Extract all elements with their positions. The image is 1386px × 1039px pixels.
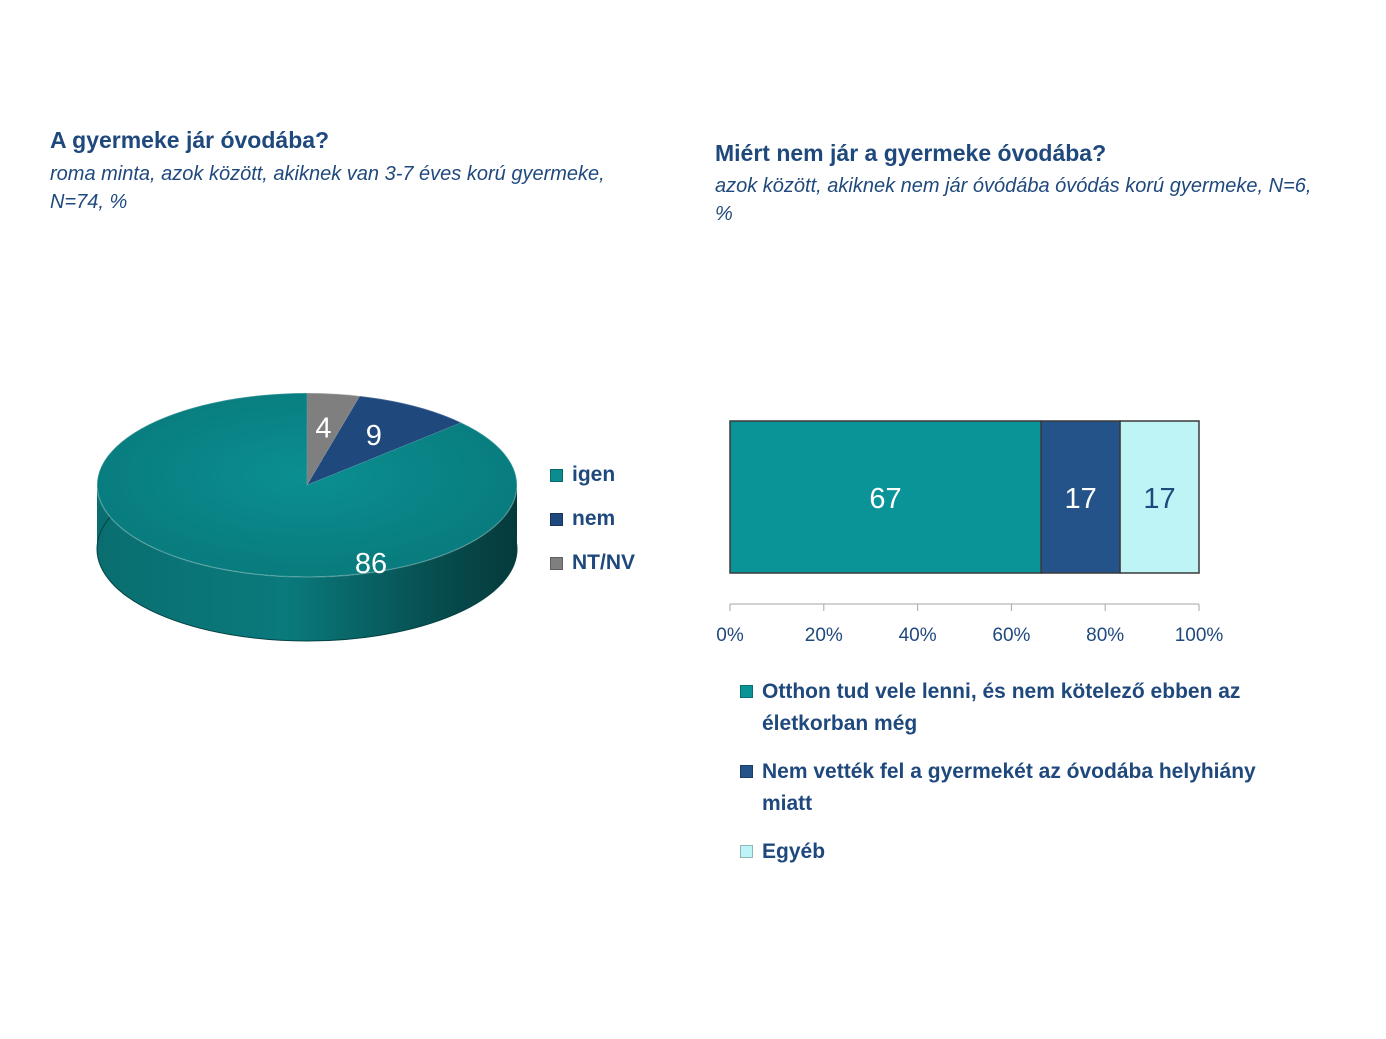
legend-label: NT/NV (572, 551, 635, 574)
pie-chart-title: A gyermeke jár óvodába? (50, 127, 330, 153)
bar-segment-1 (729, 420, 1042, 574)
x-tick-label: 60% (992, 625, 1030, 646)
pie-legend-item: igen (550, 462, 635, 506)
pie-data-label: 86 (355, 548, 387, 580)
legend-swatch (550, 557, 563, 570)
x-tick-label: 40% (899, 625, 937, 646)
legend-label: nem (572, 507, 616, 530)
legend-swatch (740, 685, 753, 698)
legend-label: Otthon tud vele lenni, és nem kötelező e… (762, 680, 1241, 735)
pie-legend-item: nem (550, 506, 635, 550)
bar-data-label: 67 (869, 483, 901, 515)
bar-segment-3 (1119, 420, 1200, 574)
bar-legend-item: Nem vették fel a gyermekét az óvodába he… (740, 756, 1260, 820)
pie-chart: 86 9 4 (96, 392, 518, 642)
x-tick-label: 20% (805, 625, 843, 646)
bar-data-label: 17 (1064, 483, 1096, 515)
legend-swatch (740, 845, 753, 858)
pie-data-label: 4 (315, 412, 331, 444)
pie-legend: igen nem NT/NV (550, 462, 635, 594)
bar-chart: 67 17 17 0% 20% 40% 60% 80% 100% (716, 420, 1224, 646)
bar-segment-2 (1040, 420, 1121, 574)
bar-legend-item: Otthon tud vele lenni, és nem kötelező e… (740, 676, 1260, 740)
pie-top-rim (96, 392, 518, 578)
bar-chart-title: Miért nem jár a gyermeke óvodába? (715, 140, 1107, 166)
legend-swatch (550, 469, 563, 482)
pie-legend-item: NT/NV (550, 550, 635, 594)
pie-data-label: 9 (366, 420, 382, 452)
x-tick-label: 80% (1086, 625, 1124, 646)
pie-side-wall (97, 485, 517, 641)
pie-slice-nem (306, 395, 462, 486)
pie-chart-subtitle: roma minta, azok között, akiknek van 3-7… (50, 163, 605, 213)
bar-data-label: 17 (1143, 483, 1175, 515)
legend-label: igen (572, 463, 616, 486)
legend-swatch (550, 513, 563, 526)
legend-label: Nem vették fel a gyermekét az óvodába he… (762, 760, 1256, 815)
x-tick-label: 0% (716, 625, 744, 646)
bar-legend: Otthon tud vele lenni, és nem kötelező e… (740, 676, 1260, 884)
bar-legend-item: Egyéb (740, 836, 1260, 868)
legend-label: Egyéb (762, 840, 826, 863)
legend-swatch (740, 765, 753, 778)
x-tick-label: 100% (1175, 625, 1224, 646)
bar-chart-subtitle: azok között, akiknek nem jár óvódába óvó… (715, 175, 1312, 225)
pie-slice-igen (96, 392, 518, 578)
pie-slice-nt-nv (306, 392, 361, 486)
